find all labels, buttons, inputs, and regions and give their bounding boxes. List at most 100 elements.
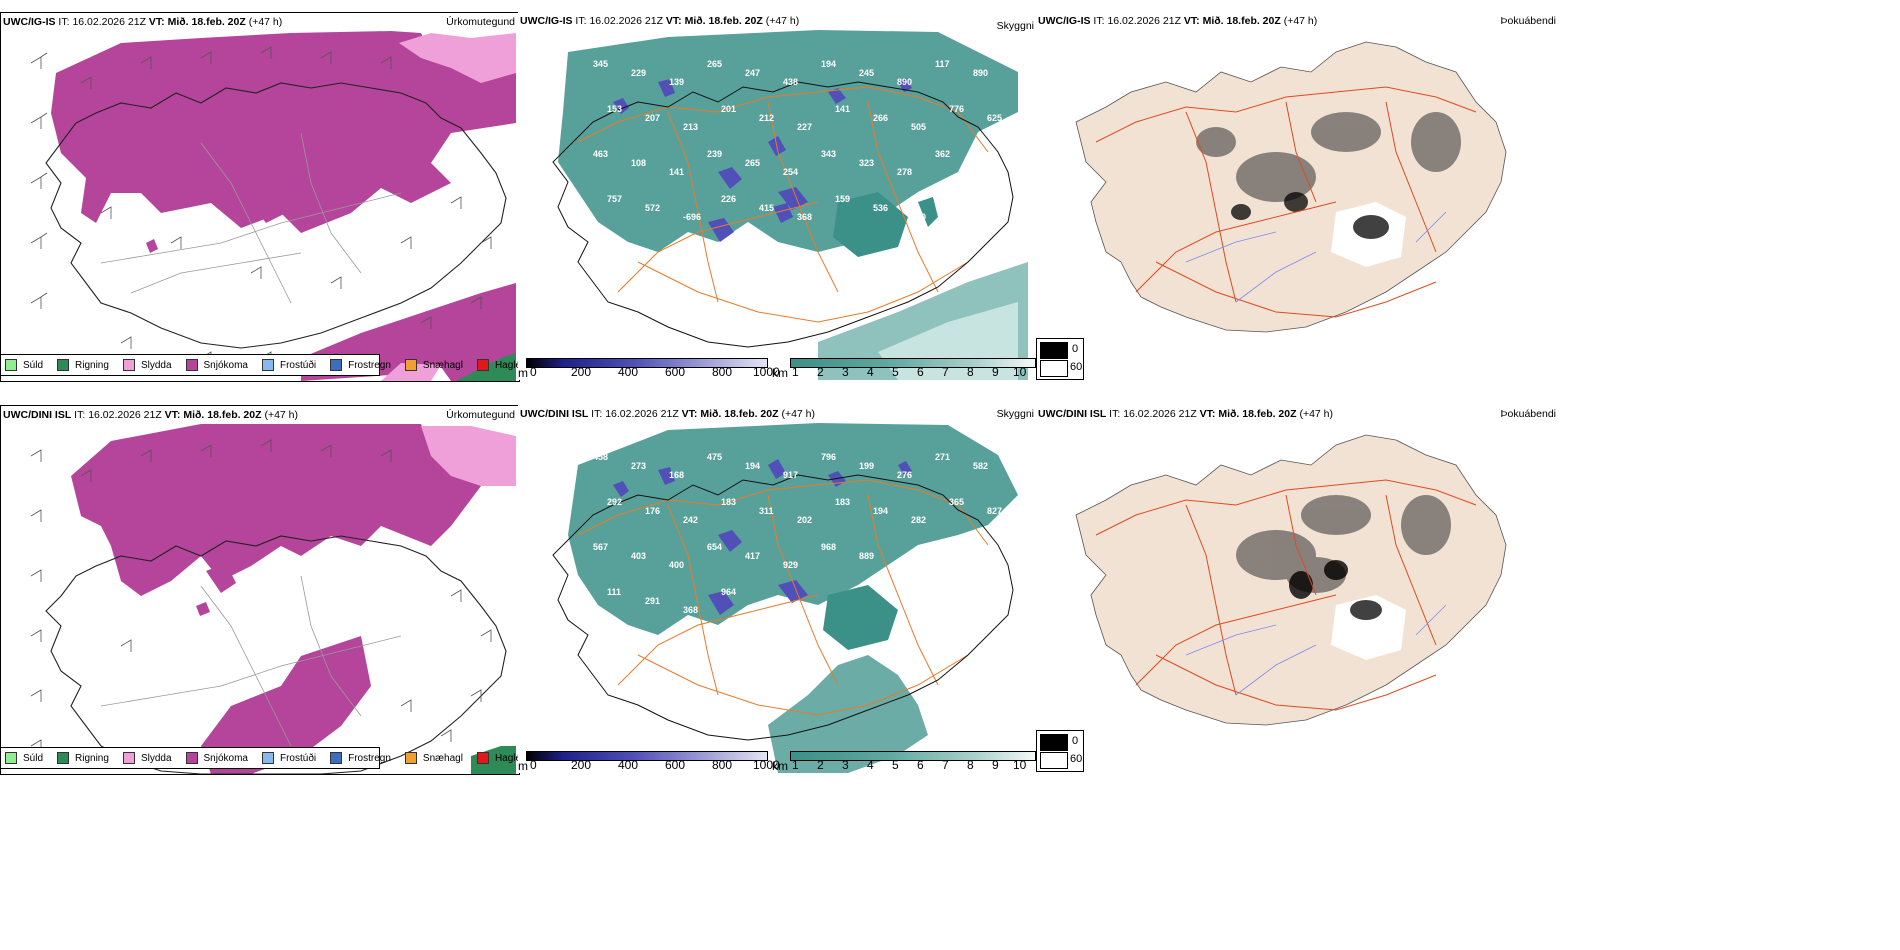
row2-fog-map [1036,405,1558,773]
row1-visibility-type: Skyggni [996,20,1034,32]
visibility-label: 438 [783,77,798,87]
visibility-label: 291 [645,596,660,606]
height-tick: 400 [618,365,639,379]
legend-item: Frostregn [330,359,391,371]
vis-tick: 9 [992,758,999,772]
legend-item: Haglél [476,359,523,371]
legend-swatch [122,752,135,764]
visibility-label: 929 [783,560,798,570]
height-tick: 1000 [753,365,780,379]
visibility-label: 968 [821,542,836,552]
legend-swatch [404,752,417,764]
visibility-label: 183 [835,497,850,507]
legend-item: Slydda [122,752,172,764]
height-tick: 600 [665,758,686,772]
legend-item: Rigning [57,752,109,764]
legend-item: Snæhagl [404,752,463,764]
row2-fog-type: Þokuábendi [1500,408,1556,420]
visibility-colorbar-unit: km [772,759,788,773]
legend-swatch [261,359,274,371]
visibility-label: 292 [607,497,622,507]
vis-tick: 8 [967,365,974,379]
visibility-label: 757 [607,194,622,204]
legend-item: Haglél [476,752,523,764]
visibility-label: 111 [607,587,621,597]
visibility-label: 403 [631,551,646,561]
vis-tick: 8 [967,758,974,772]
vis-tick: 3 [842,758,849,772]
visibility-label: 239 [707,149,722,159]
row1-fog-panel: UWC/IG-IS IT: 16.02.2026 21Z VT: Mið. 18… [1036,12,1558,380]
legend-item: Snjókoma [185,752,248,764]
visibility-label: 265 [745,158,760,168]
visibility-label: 139 [669,77,684,87]
vis-tick: 10 [1013,758,1027,772]
visibility-label: 130 [911,212,926,222]
vis-tick: 5 [892,758,899,772]
visibility-label: 368 [683,605,698,615]
visibility-label: 271 [935,452,950,462]
legend-item: Snjókoma [185,359,248,371]
legend-item: Rigning [57,359,109,371]
fog-legend-high-label: 0 [1072,343,1079,355]
visibility-label: 400 [669,560,684,570]
row1-precip-title: UWC/IG-IS IT: 16.02.2026 21Z VT: Mið. 18… [3,16,283,28]
visibility-label: 278 [897,167,912,177]
visibility-label: 458 [593,452,608,462]
visibility-label: 572 [645,203,660,213]
legend-item: Súld [5,359,43,371]
visibility-label: 343 [821,149,836,159]
fog-legend-low-label: 60 [1070,753,1083,765]
vis-tick: 9 [992,365,999,379]
row1-precip-legend: Súld Rigning Slydda Snjókoma Frostúði Fr… [0,354,523,376]
legend-swatch [404,359,417,371]
row1-precip-panel: UWC/IG-IS IT: 16.02.2026 21Z VT: Mið. 18… [0,12,520,382]
height-tick: 800 [712,365,733,379]
visibility-label: 282 [911,515,926,525]
row1-fog-map [1036,12,1558,380]
visibility-colorbar-unit: km [772,366,788,380]
fog-legend-high-label: 0 [1072,735,1079,747]
visibility-label: 254 [783,167,798,177]
visibility-label: 776 [949,104,964,114]
visibility-label: 475 [707,452,722,462]
row1-visibility-title: UWC/IG-IS IT: 16.02.2026 21Z VT: Mið. 18… [520,15,800,27]
visibility-label: 567 [593,542,608,552]
row1-height-colorbar: m 0 200 400 600 800 1000 [518,358,780,380]
row2-precip-title: UWC/DINI ISL IT: 16.02.2026 21Z VT: Mið.… [3,409,299,421]
legend-item: Frostúði [261,359,316,371]
legend-item: Slydda [122,359,172,371]
legend-swatch [185,752,198,764]
height-tick: 400 [618,758,639,772]
visibility-label: 201 [721,104,736,114]
legend-swatch [5,752,17,764]
vis-tick: 6 [917,365,924,379]
fog-legend-high-swatch [1040,734,1068,751]
row2-visibility-panel: 458 273 168 475 194 917 796 199 276 271 582 292 176 2… [518,405,1036,773]
visibility-label: 368 [797,212,812,222]
height-colorbar-gradient [526,358,768,368]
visibility-label: 229 [631,68,646,78]
vis-tick: 4 [867,365,874,379]
vis-tick: 7 [942,758,949,772]
row2-visibility-title: UWC/DINI ISL IT: 16.02.2026 21Z VT: Mið.… [520,408,816,420]
row1-visibility-panel: 345 229 139 265 247 438 194 245 890 117 890 153 207 2… [518,12,1036,380]
vis-tick: 7 [942,365,949,379]
visibility-label: 141 [669,167,684,177]
visibility-label: 463 [593,149,608,159]
visibility-label: 415 [759,203,774,213]
legend-swatch [185,359,198,371]
visibility-label: 153 [607,104,622,114]
legend-swatch [330,359,343,371]
visibility-label: 212 [759,113,774,123]
height-tick: 0 [530,758,537,772]
visibility-label: 159 [835,194,850,204]
visibility-colorbar-gradient [790,751,1036,761]
iceland-outline [45,82,507,349]
row2-visibility-colorbar: km 1 2 3 4 5 6 7 8 9 10 [772,751,1036,773]
legend-item: Frostúði [261,752,316,764]
visibility-label: 242 [683,515,698,525]
height-tick: 800 [712,758,733,772]
legend-swatch [330,752,343,764]
legend-swatch [261,752,274,764]
